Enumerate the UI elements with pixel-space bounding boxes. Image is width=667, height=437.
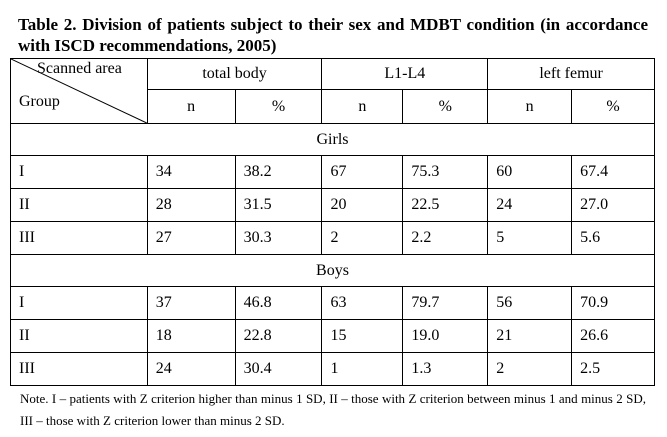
value-cell: 22.8 bbox=[234, 319, 323, 353]
header-n: n bbox=[487, 89, 573, 124]
header-left-femur: left femur bbox=[487, 58, 655, 90]
value-cell: 1.3 bbox=[402, 352, 489, 386]
value-cell: 24 bbox=[146, 352, 236, 386]
value-cell: 56 bbox=[487, 286, 573, 320]
group-cell: I bbox=[10, 286, 148, 320]
patients-table: Scanned area Group total body L1-L4 left… bbox=[10, 58, 655, 386]
section-title-girls: Girls bbox=[10, 123, 655, 156]
header-percent: % bbox=[571, 89, 655, 124]
value-cell: 63 bbox=[321, 286, 404, 320]
value-cell: 30.4 bbox=[234, 352, 323, 386]
header-l1-l4: L1-L4 bbox=[321, 58, 489, 90]
value-cell: 70.9 bbox=[571, 286, 655, 320]
header-percent: % bbox=[402, 89, 489, 124]
value-cell: 19.0 bbox=[402, 319, 489, 353]
section-title-boys: Boys bbox=[10, 254, 655, 287]
group-label: Group bbox=[19, 93, 60, 110]
table-caption: Table 2. Division of patients subject to… bbox=[18, 15, 648, 55]
group-cell: III bbox=[10, 352, 148, 386]
value-cell: 1 bbox=[321, 352, 404, 386]
value-cell: 24 bbox=[487, 188, 573, 222]
value-cell: 26.6 bbox=[571, 319, 655, 353]
value-cell: 21 bbox=[487, 319, 573, 353]
value-cell: 18 bbox=[146, 319, 236, 353]
corner-header-cell: Scanned area Group bbox=[10, 58, 148, 124]
value-cell: 27 bbox=[146, 221, 236, 255]
value-cell: 28 bbox=[146, 188, 236, 222]
value-cell: 75.3 bbox=[402, 155, 489, 189]
value-cell: 5.6 bbox=[571, 221, 655, 255]
value-cell: 2.5 bbox=[571, 352, 655, 386]
value-cell: 2 bbox=[321, 221, 404, 255]
value-cell: 67 bbox=[321, 155, 404, 189]
value-cell: 31.5 bbox=[234, 188, 323, 222]
group-cell: II bbox=[10, 188, 148, 222]
scanned-area-label: Scanned area bbox=[37, 60, 122, 77]
value-cell: 30.3 bbox=[234, 221, 323, 255]
value-cell: 20 bbox=[321, 188, 404, 222]
diagonal-divider bbox=[11, 59, 147, 123]
value-cell: 34 bbox=[146, 155, 236, 189]
header-n: n bbox=[146, 89, 236, 124]
group-cell: I bbox=[10, 155, 148, 189]
table-note: Note. I – patients with Z criterion high… bbox=[20, 391, 646, 428]
value-cell: 38.2 bbox=[234, 155, 323, 189]
group-cell: II bbox=[10, 319, 148, 353]
value-cell: 2.2 bbox=[402, 221, 489, 255]
header-total-body: total body bbox=[146, 58, 323, 90]
header-n: n bbox=[321, 89, 404, 124]
value-cell: 27.0 bbox=[571, 188, 655, 222]
value-cell: 15 bbox=[321, 319, 404, 353]
value-cell: 22.5 bbox=[402, 188, 489, 222]
value-cell: 46.8 bbox=[234, 286, 323, 320]
value-cell: 5 bbox=[487, 221, 573, 255]
group-cell: III bbox=[10, 221, 148, 255]
header-percent: % bbox=[234, 89, 323, 124]
value-cell: 37 bbox=[146, 286, 236, 320]
value-cell: 79.7 bbox=[402, 286, 489, 320]
value-cell: 60 bbox=[487, 155, 573, 189]
value-cell: 2 bbox=[487, 352, 573, 386]
value-cell: 67.4 bbox=[571, 155, 655, 189]
